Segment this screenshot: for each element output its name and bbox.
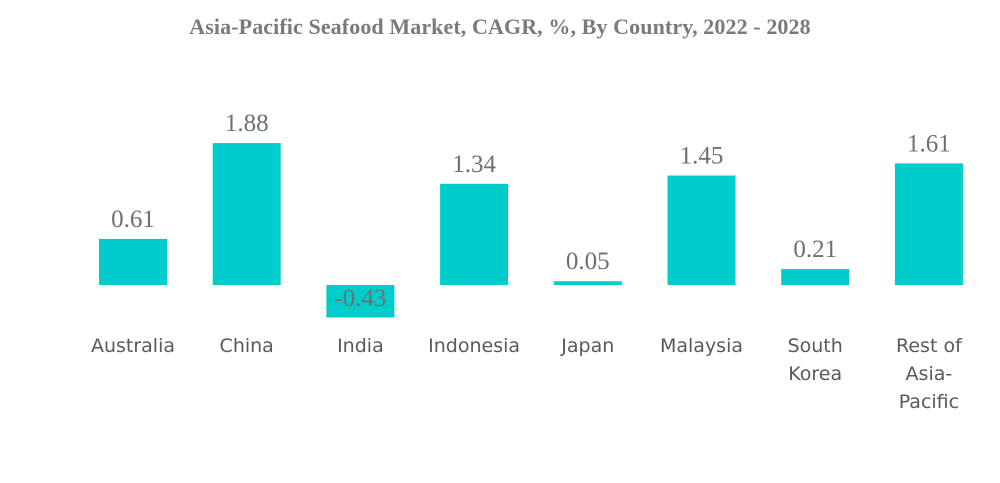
category-label: Indonesia [428, 335, 520, 357]
value-label: 0.05 [566, 248, 610, 275]
value-label: 1.88 [225, 110, 269, 137]
bar-india [326, 285, 395, 318]
value-labels-layer: 0.61 1.88 -0.43 1.34 0.05 1.45 0.21 1.61 [111, 110, 951, 312]
bar-south-korea [781, 269, 850, 285]
value-label: -0.43 [334, 285, 386, 312]
category-label: China [220, 335, 274, 357]
chart-title: Asia-Pacific Seafood Market, CAGR, %, By… [189, 14, 811, 39]
category-label: Australia [91, 335, 175, 357]
bar-japan [553, 281, 622, 285]
bar-australia [99, 238, 167, 285]
value-label: 0.21 [793, 236, 837, 263]
category-label: Rest of Asia-Pacific [896, 335, 963, 413]
bar-indonesia [440, 183, 509, 285]
bar-china [212, 143, 281, 285]
category-label: Japan [560, 335, 614, 357]
category-labels-layer: Australia China India Indonesia Japan Malaysi… [91, 335, 963, 413]
value-label: 1.45 [680, 143, 724, 170]
bars-layer [99, 143, 963, 318]
value-label: 0.61 [111, 206, 155, 233]
category-label: South Korea [788, 335, 843, 385]
value-label: 1.61 [907, 130, 951, 157]
bar-malaysia [667, 175, 736, 285]
category-label: India [337, 335, 384, 357]
value-label: 1.34 [452, 151, 496, 178]
category-label: Malaysia [660, 335, 743, 357]
bar-rest-of-asia-pacific [894, 163, 963, 285]
